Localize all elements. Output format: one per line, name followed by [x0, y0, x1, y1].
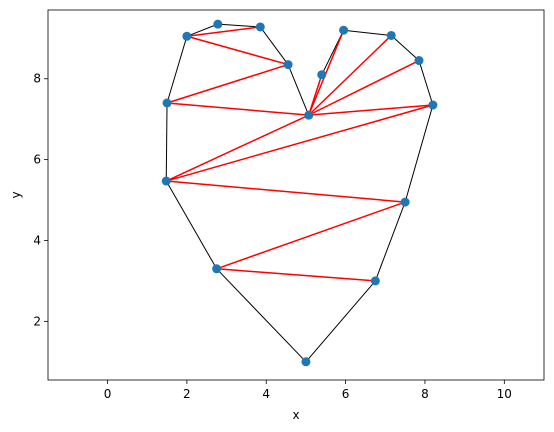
diagonal-edge: [308, 29, 345, 116]
outline-edge: [217, 23, 261, 28]
x-axis-ticks: 0 2 4 6 8 10: [104, 380, 512, 401]
y-tick-label: 4: [33, 233, 41, 247]
diagonal-edge: [216, 268, 376, 282]
outline-edge: [165, 103, 168, 182]
diagonal-edge: [166, 63, 289, 104]
outline-edge: [418, 60, 434, 106]
outline-edges: [165, 23, 434, 363]
outline-edge: [216, 268, 307, 363]
outline-edge: [259, 26, 289, 65]
diagonal-edge: [308, 59, 420, 116]
outline-edge: [287, 64, 310, 116]
outline-edge: [404, 104, 434, 203]
vertex-point: [428, 100, 438, 110]
vertex-point: [414, 56, 424, 66]
diagonal-edge: [308, 34, 392, 116]
vertex-points: [161, 19, 438, 367]
y-tick-label: 8: [33, 72, 41, 86]
vertex-point: [283, 60, 293, 70]
y-axis-ticks: 2 4 6 8: [33, 72, 48, 328]
diagonal-edge: [165, 114, 310, 182]
vertex-point: [370, 276, 380, 286]
x-tick-label: 6: [342, 387, 350, 401]
outline-edge: [166, 36, 188, 104]
diagonal-edge: [216, 201, 406, 270]
vertex-point: [213, 19, 223, 29]
diagonal-edge: [308, 104, 433, 116]
diagonal-edge: [166, 102, 309, 116]
outline-edge: [165, 180, 218, 270]
x-axis-label: x: [292, 408, 299, 422]
vertex-point: [162, 98, 172, 108]
x-tick-label: 8: [421, 387, 429, 401]
diagonal-edge: [186, 35, 289, 66]
outline-edge: [186, 23, 219, 37]
vertex-point: [317, 70, 327, 80]
y-tick-label: 6: [33, 153, 41, 167]
outline-edge: [343, 29, 392, 36]
plot-area: [47, 9, 545, 381]
triangulation-diagonals: [165, 26, 434, 282]
x-tick-label: 0: [104, 387, 112, 401]
outline-edge: [305, 280, 376, 363]
vertex-point: [212, 264, 222, 274]
x-tick-label: 10: [497, 387, 512, 401]
y-tick-label: 2: [33, 314, 41, 328]
vertex-point: [339, 25, 349, 35]
vertex-point: [304, 110, 314, 120]
diagonal-edge: [166, 104, 434, 182]
y-axis-label: y: [9, 191, 23, 198]
axes-frame: [47, 9, 545, 381]
diagonal-edge: [166, 180, 406, 203]
outline-edge: [390, 35, 420, 61]
vertex-point: [400, 197, 410, 207]
vertex-point: [386, 30, 396, 40]
vertex-point: [255, 22, 265, 32]
vertex-point: [182, 31, 192, 41]
x-tick-label: 2: [183, 387, 191, 401]
vertex-point: [301, 357, 311, 367]
outline-edge: [374, 201, 406, 282]
diagonal-edge: [186, 26, 261, 38]
vertex-point: [161, 176, 171, 186]
x-tick-label: 4: [262, 387, 270, 401]
